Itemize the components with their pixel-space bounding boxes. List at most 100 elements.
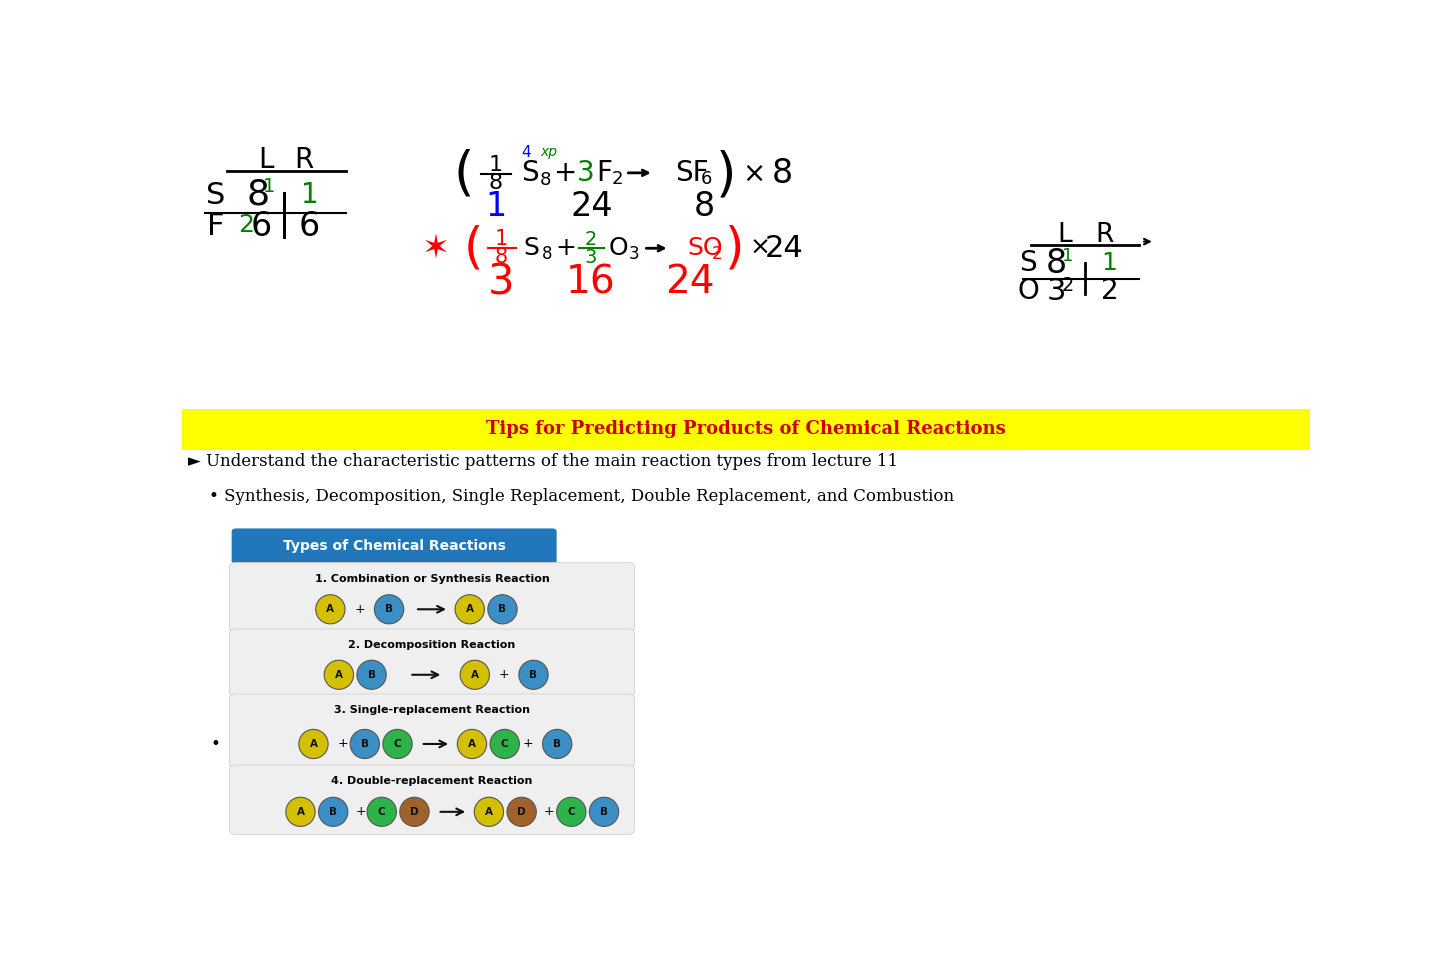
Text: 24: 24 <box>571 190 613 224</box>
Text: SF: SF <box>676 158 709 187</box>
Text: R: R <box>294 146 313 174</box>
Text: ×: × <box>750 236 770 260</box>
Ellipse shape <box>367 797 396 827</box>
Text: S: S <box>524 236 540 260</box>
Text: C: C <box>501 739 508 749</box>
Text: (: ( <box>454 149 475 201</box>
Ellipse shape <box>457 730 486 758</box>
Text: R: R <box>1096 222 1114 248</box>
Ellipse shape <box>325 660 354 689</box>
Text: +: + <box>523 737 533 751</box>
Text: B: B <box>600 806 609 817</box>
Ellipse shape <box>285 797 314 827</box>
Text: 16: 16 <box>565 263 616 301</box>
Text: A: A <box>335 670 342 680</box>
Text: 8: 8 <box>540 171 550 188</box>
Text: 2: 2 <box>612 170 623 188</box>
FancyBboxPatch shape <box>230 694 635 768</box>
Text: +: + <box>545 805 555 818</box>
Text: O: O <box>609 236 629 260</box>
Text: 3: 3 <box>488 261 514 303</box>
Text: O: O <box>1018 277 1040 305</box>
Ellipse shape <box>491 730 520 758</box>
Text: 1: 1 <box>489 155 502 175</box>
Ellipse shape <box>507 797 536 827</box>
Text: A: A <box>466 604 473 614</box>
Text: S: S <box>207 180 226 209</box>
Text: 1: 1 <box>495 229 508 250</box>
Text: 6: 6 <box>250 209 272 243</box>
Text: A: A <box>470 670 479 680</box>
FancyBboxPatch shape <box>230 629 635 697</box>
Text: 2: 2 <box>712 245 722 263</box>
Text: 3: 3 <box>1047 276 1066 305</box>
Text: SO: SO <box>687 236 724 260</box>
Text: 2: 2 <box>239 213 255 237</box>
Text: +: + <box>338 737 348 751</box>
Text: L: L <box>1057 222 1072 248</box>
FancyBboxPatch shape <box>230 765 635 834</box>
Text: C: C <box>568 806 575 817</box>
Text: ► Understand the characteristic patterns of the main reaction types from lecture: ► Understand the characteristic patterns… <box>188 453 898 470</box>
Ellipse shape <box>456 594 485 624</box>
Text: B: B <box>367 670 376 680</box>
Text: 2. Decomposition Reaction: 2. Decomposition Reaction <box>348 640 515 650</box>
FancyBboxPatch shape <box>230 563 635 632</box>
Text: 1: 1 <box>262 178 275 197</box>
Text: ): ) <box>716 150 737 202</box>
Ellipse shape <box>316 594 345 624</box>
Text: +: + <box>553 158 578 187</box>
Ellipse shape <box>319 797 348 827</box>
Text: 1: 1 <box>485 190 507 224</box>
Text: Tips for Predicting Products of Chemical Reactions: Tips for Predicting Products of Chemical… <box>486 420 1006 439</box>
Text: 1: 1 <box>1061 248 1073 265</box>
Text: 8: 8 <box>772 157 794 190</box>
Text: C: C <box>379 806 386 817</box>
Text: S: S <box>1019 249 1037 277</box>
Text: 3: 3 <box>629 245 639 263</box>
Text: 8: 8 <box>1045 247 1067 279</box>
Text: B: B <box>530 670 537 680</box>
Text: +: + <box>555 236 577 260</box>
Text: 3. Single-replacement Reaction: 3. Single-replacement Reaction <box>333 706 530 715</box>
Text: F: F <box>596 158 612 187</box>
Text: 1: 1 <box>1102 251 1118 275</box>
Text: B: B <box>384 604 393 614</box>
Text: 3: 3 <box>577 158 596 187</box>
Text: 1. Combination or Synthesis Reaction: 1. Combination or Synthesis Reaction <box>314 574 549 584</box>
Text: • Synthesis, Decomposition, Single Replacement, Double Replacement, and Combusti: • Synthesis, Decomposition, Single Repla… <box>188 489 954 506</box>
Text: Types of Chemical Reactions: Types of Chemical Reactions <box>282 540 505 553</box>
Text: +: + <box>499 668 510 682</box>
Text: 24: 24 <box>766 233 804 263</box>
Text: ): ) <box>725 225 744 273</box>
FancyBboxPatch shape <box>182 115 1310 407</box>
Text: 2: 2 <box>584 229 597 249</box>
Text: (: ( <box>463 225 483 273</box>
Ellipse shape <box>349 730 380 758</box>
Text: 8: 8 <box>489 173 502 193</box>
Text: 24: 24 <box>665 263 715 301</box>
Text: 4: 4 <box>521 145 531 159</box>
Ellipse shape <box>590 797 619 827</box>
Ellipse shape <box>488 594 517 624</box>
Ellipse shape <box>518 660 547 689</box>
Text: 1: 1 <box>301 181 319 209</box>
Text: 8: 8 <box>495 247 508 267</box>
Ellipse shape <box>543 730 572 758</box>
Text: D: D <box>411 806 419 817</box>
Text: 2: 2 <box>1061 276 1075 295</box>
Text: +: + <box>355 805 365 818</box>
Text: ✶: ✶ <box>422 231 450 265</box>
Text: 6: 6 <box>298 209 320 243</box>
Ellipse shape <box>460 660 489 689</box>
Ellipse shape <box>383 730 412 758</box>
Ellipse shape <box>298 730 328 758</box>
FancyBboxPatch shape <box>182 409 1310 450</box>
Text: xp: xp <box>540 145 558 159</box>
Text: A: A <box>297 806 304 817</box>
Text: C: C <box>393 739 402 749</box>
Text: F: F <box>207 211 224 241</box>
Text: B: B <box>553 739 561 749</box>
Text: •: • <box>211 735 221 753</box>
Ellipse shape <box>475 797 504 827</box>
